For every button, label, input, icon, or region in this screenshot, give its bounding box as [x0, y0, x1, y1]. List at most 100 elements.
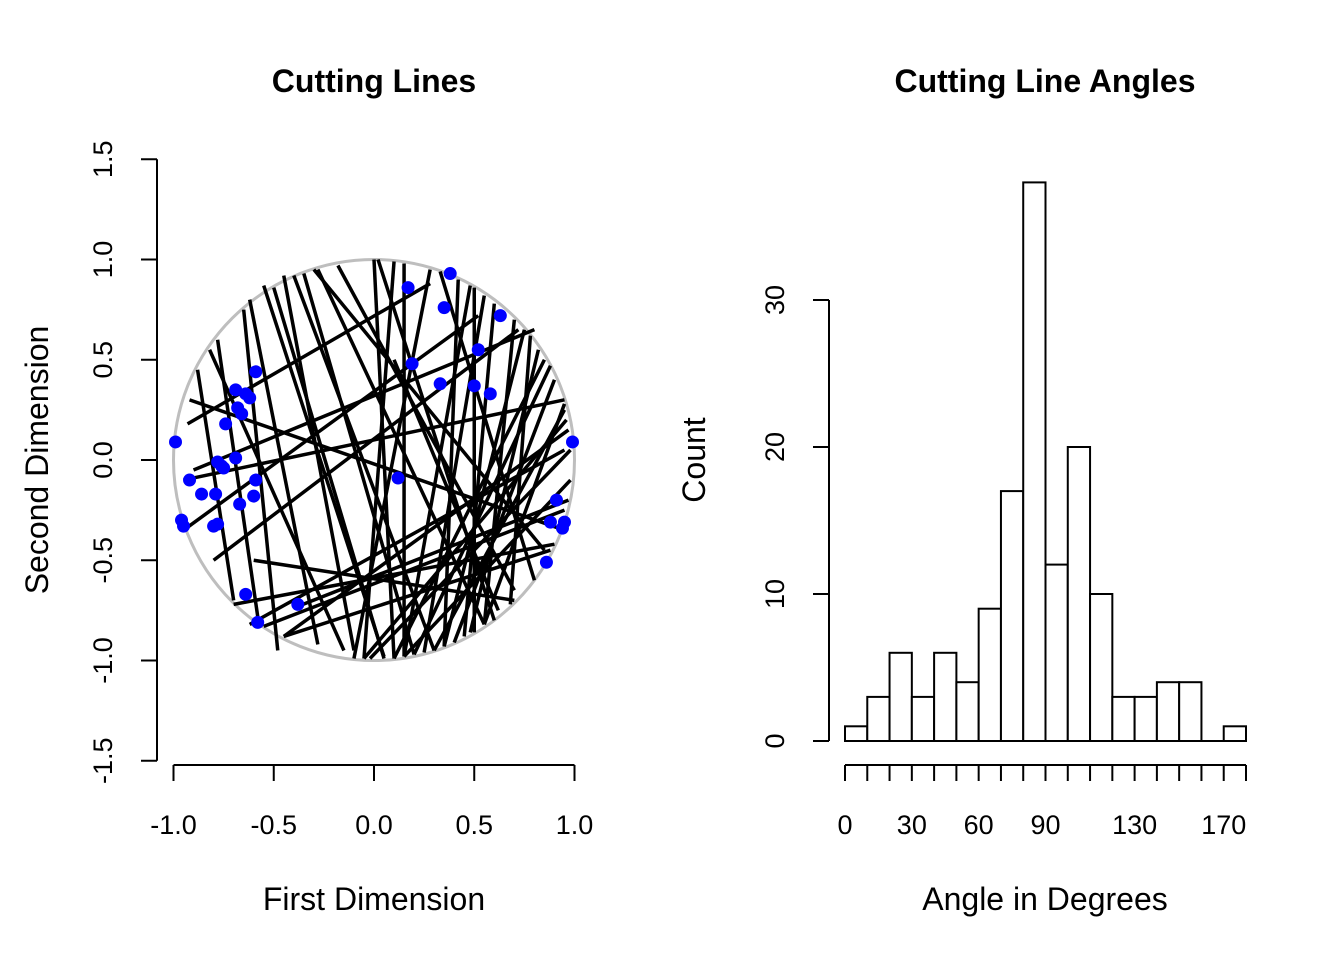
left-y-tick-label: -1.0: [88, 637, 118, 684]
legislator-point: [177, 519, 191, 533]
legislator-point: [183, 473, 197, 487]
legislator-point: [549, 493, 563, 507]
left-x-tick-label: -0.5: [250, 810, 297, 840]
legislator-point: [433, 377, 447, 391]
histogram-bar: [977, 607, 1002, 743]
cutting-line: [442, 329, 527, 647]
left-x-tick-label: 1.0: [556, 810, 594, 840]
histogram-bar: [1022, 181, 1047, 742]
histogram-bar: [955, 681, 980, 743]
left-x-axis-label: First Dimension: [263, 881, 485, 917]
legislator-point: [405, 357, 419, 371]
histogram-bar: [866, 695, 891, 743]
right-y-tick-label: 20: [760, 432, 790, 462]
histogram-bar: [933, 651, 958, 742]
histogram-bar: [1089, 593, 1114, 742]
legislator-point: [219, 417, 233, 431]
right-x-tick-label: 30: [897, 810, 927, 840]
cutting-line: [248, 448, 566, 626]
cutting-line: [438, 271, 537, 581]
legislator-point: [247, 489, 261, 503]
legislator-point: [249, 365, 263, 379]
histogram-bar: [1133, 695, 1158, 743]
legislator-point: [443, 267, 457, 281]
cutting-line: [352, 269, 432, 659]
histogram-bar: [844, 725, 869, 742]
cutting-line: [372, 259, 396, 659]
legislator-point: [539, 555, 553, 569]
left-chart-title: Cutting Lines: [272, 63, 476, 99]
right-plot-area: 0 10 20 30 0 30 60 90 130 170: [760, 181, 1247, 840]
histogram-bar: [1111, 695, 1136, 743]
cutting-line: [297, 498, 570, 608]
right-x-tick-label: 130: [1112, 810, 1157, 840]
left-x-tick-label: 0.0: [355, 810, 393, 840]
histogram-bar: [1066, 446, 1092, 742]
cutting-line: [292, 274, 436, 652]
right-y-tick-label: 10: [760, 579, 790, 609]
legislator-point: [467, 379, 481, 393]
cutting-line: [362, 261, 396, 659]
cutting-line: [462, 303, 497, 637]
left-y-tick-label: 1.0: [88, 241, 118, 279]
histogram-bar: [1044, 563, 1069, 742]
left-y-axis-label: Second Dimension: [19, 326, 55, 595]
histogram-bar: [888, 651, 913, 742]
right-y-tick-label: 30: [760, 285, 790, 315]
legislator-point: [235, 407, 249, 421]
cutting-lines-panel: Cutting Lines First Dimension Second Dim…: [19, 63, 593, 917]
legislator-point: [211, 517, 225, 531]
right-x-tick-label: 0: [837, 810, 852, 840]
legislator-point: [565, 435, 579, 449]
cutting-line: [482, 403, 567, 626]
legislator-point: [169, 435, 183, 449]
right-x-tick-label: 60: [964, 810, 994, 840]
legislator-point: [243, 391, 257, 405]
legislator-point: [401, 281, 415, 295]
legislator-point: [471, 343, 485, 357]
left-x-tick-label: 0.5: [455, 810, 493, 840]
legislator-point: [209, 487, 223, 501]
left-y-tick-label: 0.5: [88, 341, 118, 379]
legislator-point: [251, 615, 265, 629]
legislator-point: [437, 301, 451, 315]
histogram-bar: [999, 490, 1025, 742]
legislator-point: [217, 461, 231, 475]
legislator-point: [543, 515, 557, 529]
legislator-point: [229, 451, 243, 465]
legislator-point: [195, 487, 209, 501]
left-y-tick-label: -0.5: [88, 537, 118, 584]
cutting-line: [247, 299, 320, 645]
cutting-line: [253, 558, 515, 603]
legislator-point: [229, 383, 243, 397]
right-x-axis-label: Angle in Degrees: [922, 881, 1167, 917]
legislator-point: [557, 515, 571, 529]
left-y-tick-label: 0.0: [88, 441, 118, 479]
left-plot-area: -1.5 -1.0 -0.5 0.0 0.5 1.0 1.5 -1.0 -0.5 0.0 0.5 1.…: [88, 140, 593, 840]
cutting-line: [402, 285, 472, 657]
legislator-point: [483, 387, 497, 401]
cutting-line: [272, 287, 386, 659]
cutting-line-angles-panel: Cutting Line Angles Angle in Degrees Cou…: [676, 63, 1247, 917]
cutting-line: [195, 369, 236, 601]
legislator-point: [249, 473, 263, 487]
legislator-point: [493, 309, 507, 323]
histogram-bar: [1222, 725, 1247, 742]
cutting-line: [392, 359, 500, 612]
histogram-bar: [1178, 681, 1203, 743]
left-x-tick-label: -1.0: [150, 810, 197, 840]
cutting-line: [212, 328, 520, 562]
cutting-line: [215, 339, 260, 617]
cutting-line: [263, 508, 566, 629]
legislator-point: [233, 497, 247, 511]
right-y-axis-label: Count: [676, 417, 712, 503]
right-x-tick-label: 90: [1030, 810, 1060, 840]
left-y-tick-label: 1.5: [88, 140, 118, 178]
cutting-line: [182, 314, 480, 532]
histogram-bar: [910, 695, 936, 743]
cutting-line: [302, 273, 416, 655]
legislator-point: [391, 471, 405, 485]
cutting-line: [207, 349, 346, 652]
right-x-tick-label: 170: [1201, 810, 1246, 840]
